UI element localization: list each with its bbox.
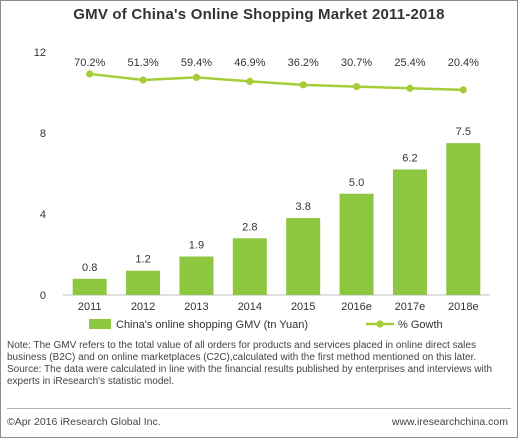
growth-point: [192, 73, 201, 81]
growth-point: [299, 81, 307, 89]
growth-line: [89, 72, 464, 92]
growth-value-label: 36.2%: [288, 57, 319, 69]
bar-value-label: 1.2: [135, 254, 150, 266]
growth-value-label: 59.4%: [181, 57, 212, 69]
x-tick-label: 2011: [78, 301, 102, 313]
source-text: Source: The data were calculated in line…: [7, 364, 493, 387]
growth-point: [139, 76, 147, 84]
growth-point: [246, 77, 254, 85]
growth-value-label: 51.3%: [127, 57, 158, 69]
x-tick-label: 2012: [131, 301, 155, 313]
bar-value-label: 7.5: [456, 126, 471, 138]
legend-label-growth: % Gowth: [398, 319, 443, 331]
growth-point: [352, 82, 361, 91]
bar-value-label: 3.8: [296, 201, 311, 213]
y-tick-label: 12: [34, 47, 46, 59]
bar: [126, 270, 161, 295]
legend-swatch-growth-marker: [376, 320, 384, 328]
legend-swatch-gmv: [89, 319, 111, 329]
growth-value-label: 30.7%: [341, 57, 372, 69]
x-tick-label: 2014: [238, 301, 262, 313]
bar: [179, 256, 214, 295]
y-tick-label: 0: [40, 290, 46, 302]
bar-value-label: 0.8: [82, 262, 97, 274]
bar-value-label: 5.0: [349, 177, 364, 189]
bar: [72, 278, 107, 295]
y-tick-label: 4: [40, 209, 46, 221]
bar-value-label: 1.9: [189, 240, 204, 252]
growth-value-label: 25.4%: [394, 57, 425, 69]
footer-divider: [7, 408, 511, 409]
y-tick-label: 8: [40, 128, 46, 140]
bar-value-label: 2.8: [242, 221, 257, 233]
chart-area: 0 4 8 12 0.8 2011 1.2 2012 1.9 2013 2.8 2014 3.8 2015…: [34, 47, 490, 331]
x-tick-label: 2018e: [448, 301, 479, 313]
bar: [392, 169, 427, 295]
bar-value-label: 6.2: [402, 152, 417, 164]
growth-value-label: 70.2%: [74, 57, 105, 69]
bar: [446, 143, 481, 295]
bar: [286, 218, 321, 295]
note-text: Note: The GMV refers to the total value …: [7, 340, 477, 363]
growth-value-label: 46.9%: [234, 57, 265, 69]
x-tick-label: 2013: [184, 301, 208, 313]
growth-value-label: 20.4%: [448, 57, 479, 69]
x-tick-label: 2015: [291, 301, 315, 313]
growth-point: [406, 84, 414, 92]
bar: [232, 238, 267, 295]
growth-point: [459, 86, 467, 94]
chart-title: GMV of China's Online Shopping Market 20…: [73, 6, 445, 23]
legend-label-gmv: China's online shopping GMV (tn Yuan): [116, 319, 308, 331]
growth-point: [86, 70, 94, 78]
note-block: Note: The GMV refers to the total value …: [7, 340, 512, 388]
x-tick-label: 2016e: [341, 301, 372, 313]
copyright-text: ©Apr 2016 iResearch Global Inc.: [7, 416, 161, 428]
website-link[interactable]: www.iresearchchina.com: [391, 416, 508, 428]
x-tick-label: 2017e: [395, 301, 426, 313]
bar: [339, 193, 374, 295]
